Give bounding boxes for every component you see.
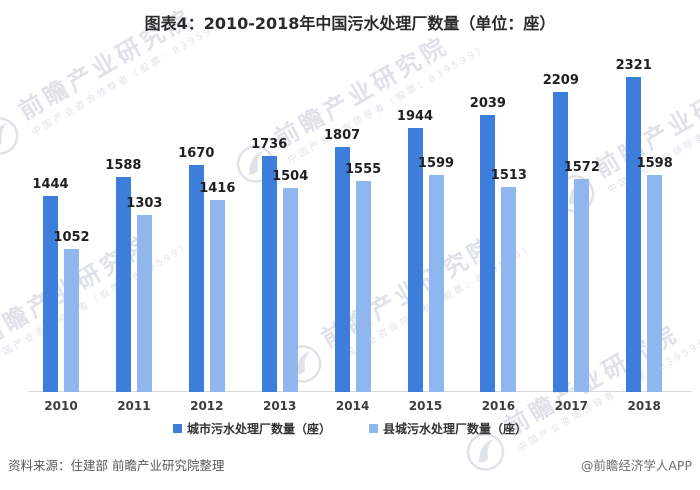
legend-item-county: 县城污水处理厂数量（座） [369,420,527,437]
bar-county [136,215,152,392]
x-tick-label: 2010 [44,399,78,413]
bar-value-label-city: 1807 [324,128,361,143]
legend-swatch-county [369,424,378,433]
bar-county [209,200,225,392]
bar-county [64,249,79,392]
bar-value-label-city: 1444 [32,177,69,192]
bar-county [501,187,517,392]
bar-value-label-county: 1513 [490,168,527,183]
bar-city [115,177,131,392]
bar-value-label-city: 1944 [396,109,434,124]
bar-value-label-city: 2209 [542,73,579,88]
bar-value-label-county: 1504 [272,169,309,184]
bar-county [647,175,663,392]
bar-county [282,188,298,392]
x-tick-label: 2018 [627,399,661,413]
chart-title: 图表4：2010-2018年中国污水处理厂数量（单位：座） [144,14,556,33]
bar-value-label-city: 2039 [469,96,506,111]
legend-item-city: 城市污水处理厂数量（座） [172,420,331,437]
legend-swatch-city [172,424,182,433]
bar-value-label-county: 1599 [417,156,455,171]
bar-value-label-city: 1670 [178,146,215,161]
bar-city [553,92,569,392]
x-tick-label: 2013 [262,399,297,413]
legend-label-county: 县城污水处理厂数量（座） [383,422,528,436]
bar-county [428,175,444,392]
bar-value-label-city: 1736 [251,137,288,152]
bar-city [334,147,350,392]
bar-city [43,196,58,392]
bar-city [261,156,277,392]
x-tick-label: 2011 [117,399,151,413]
bar-city [480,115,496,392]
bar-county [574,179,590,392]
x-tick-label: 2012 [190,399,224,413]
bar-city [626,77,642,392]
bar-value-label-county: 1555 [345,162,382,177]
bar-county [355,181,371,392]
legend: 城市污水处理厂数量（座） 县城污水处理厂数量（座） [0,420,700,437]
legend-label-city: 城市污水处理厂数量（座） [186,422,331,436]
footer: 资料来源：住建部 前瞻产业研究院整理 @前瞻经济学人APP [8,455,692,474]
x-tick-label: 2017 [554,399,588,413]
bar-value-label-county: 1416 [199,181,236,196]
bar-city [188,165,204,392]
bar-value-label-county: 1303 [126,196,163,211]
x-tick-label: 2015 [408,399,443,413]
bar-value-label-county: 1572 [563,160,600,175]
x-tick-label: 2014 [335,399,370,413]
bar-city [407,128,423,392]
credit-note: @前瞻经济学人APP [580,458,692,473]
x-tick-label: 2016 [481,399,516,413]
bar-value-label-city: 2321 [615,58,652,73]
bar-value-label-county: 1052 [53,230,90,245]
bar-value-label-city: 1588 [105,158,142,173]
source-note: 资料来源：住建部 前瞻产业研究院整理 [8,458,225,473]
bar-value-label-county: 1598 [636,156,673,171]
